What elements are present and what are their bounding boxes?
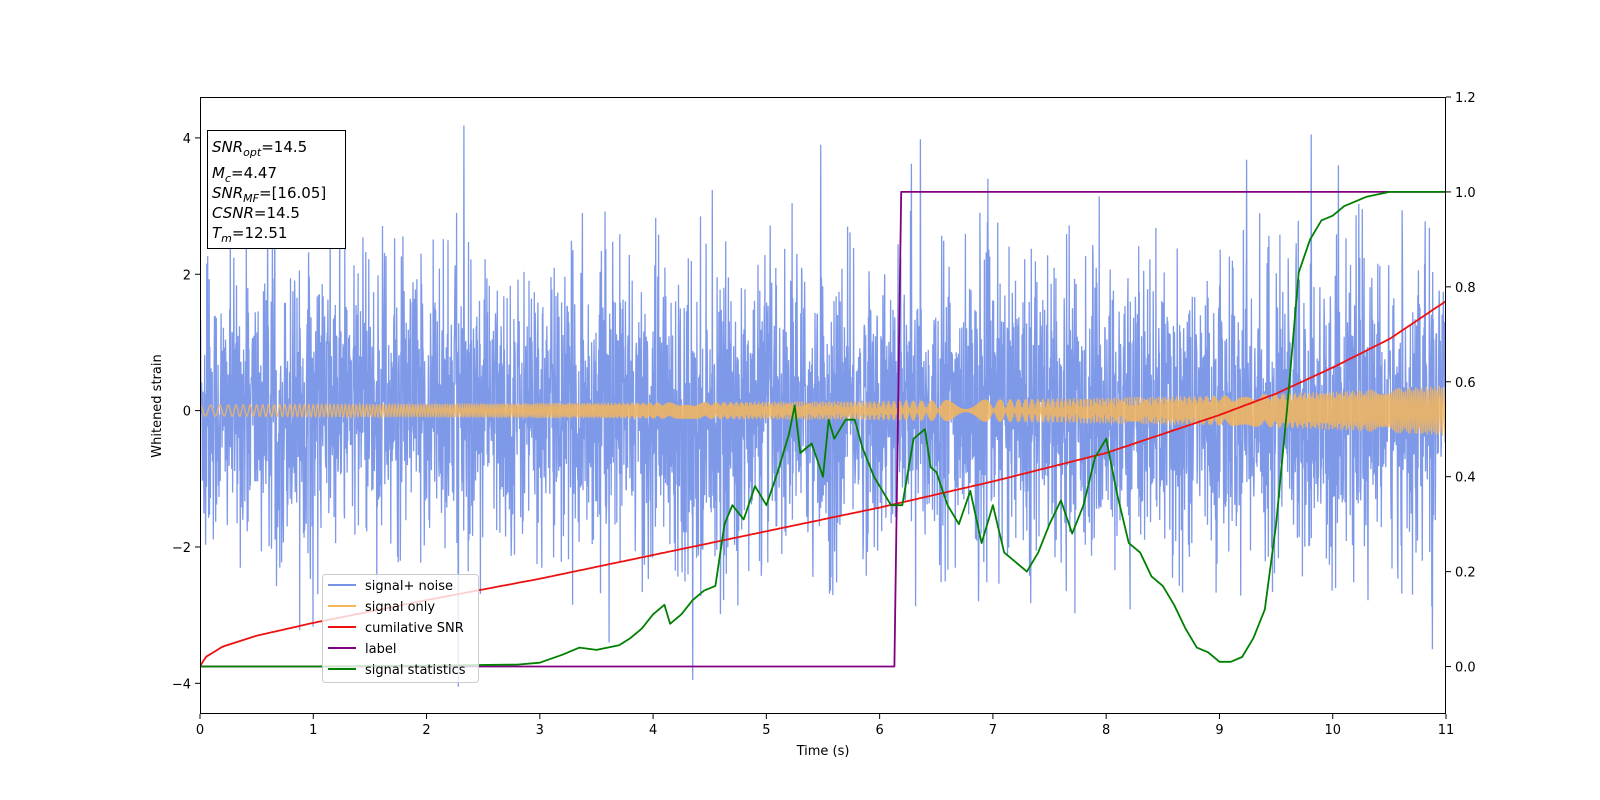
y-left-tick-label: 4 — [183, 132, 191, 147]
y-right-tick-label: 0.2 — [1455, 566, 1476, 581]
y-axis-label: Whitened strain — [150, 354, 165, 457]
info-snr-opt: SNRopt=14.5 — [212, 138, 307, 159]
y-right-tick-label: 0.8 — [1455, 281, 1476, 296]
y-left-tick-label: 2 — [183, 268, 191, 283]
x-tick-label: 4 — [649, 723, 657, 738]
series-label-line — [200, 191, 1446, 668]
x-tick-label: 7 — [989, 723, 997, 738]
x-axis: 0 1 2 3 4 5 6 7 8 9 10 11 — [196, 714, 1454, 738]
y-axis-left: −4 −2 0 2 4 — [172, 132, 200, 692]
info-snr-mf: SNRMF=[16.05] — [212, 184, 326, 205]
x-tick-label: 2 — [422, 723, 430, 738]
x-tick-label: 11 — [1438, 723, 1455, 738]
legend-item-signal-noise: signal+ noise — [328, 579, 453, 594]
y-left-tick-label: −4 — [172, 677, 191, 692]
legend-item-signal-statistics: signal statistics — [328, 663, 466, 678]
legend-item-signal-only: signal only — [328, 600, 435, 615]
x-tick-label: 0 — [196, 723, 204, 738]
series-signal-statistics-line — [200, 191, 1446, 668]
legend-label-signal-only: signal only — [365, 600, 435, 615]
series-signal-noise-line — [200, 125, 1446, 687]
plot-frame — [200, 97, 1446, 714]
y-left-tick-label: −2 — [172, 541, 191, 556]
x-tick-label: 9 — [1215, 723, 1223, 738]
legend-item-label: label — [328, 642, 396, 657]
y-right-tick-label: 0.4 — [1455, 471, 1476, 486]
info-mc: Mc=4.47 — [212, 164, 277, 185]
legend-label-label: label — [365, 642, 396, 657]
series-layer — [200, 125, 1446, 687]
y-left-tick-label: 0 — [183, 405, 191, 420]
info-csnr: CSNR=14.5 — [212, 204, 300, 222]
info-box-frame — [207, 130, 346, 249]
legend-label-cumulative-snr: cumilative SNR — [365, 621, 464, 636]
legend-item-cumulative-snr: cumilative SNR — [328, 621, 464, 636]
legend-label-signal-statistics: signal statistics — [365, 663, 466, 678]
info-box: SNRopt=14.5 Mc=4.47 SNRMF=[16.05] CSNR=1… — [207, 130, 346, 249]
legend-label-signal-noise: signal+ noise — [365, 579, 453, 594]
info-tm: Tm=12.51 — [212, 224, 287, 245]
x-tick-label: 3 — [536, 723, 544, 738]
legend-frame — [322, 574, 479, 683]
y-right-tick-label: 0.0 — [1455, 661, 1476, 676]
x-tick-label: 10 — [1324, 723, 1341, 738]
x-tick-label: 6 — [875, 723, 883, 738]
y-right-tick-label: 1.2 — [1455, 91, 1476, 106]
x-tick-label: 1 — [309, 723, 317, 738]
x-axis-label: Time (s) — [796, 744, 850, 759]
y-right-tick-label: 0.6 — [1455, 376, 1476, 391]
legend: signal+ noise signal only cumilative SNR… — [322, 574, 479, 683]
y-right-tick-label: 1.0 — [1455, 186, 1476, 201]
x-tick-label: 8 — [1102, 723, 1110, 738]
x-tick-label: 5 — [762, 723, 770, 738]
y-axis-right: 0.0 0.2 0.4 0.6 0.8 1.0 1.2 — [1446, 91, 1476, 676]
